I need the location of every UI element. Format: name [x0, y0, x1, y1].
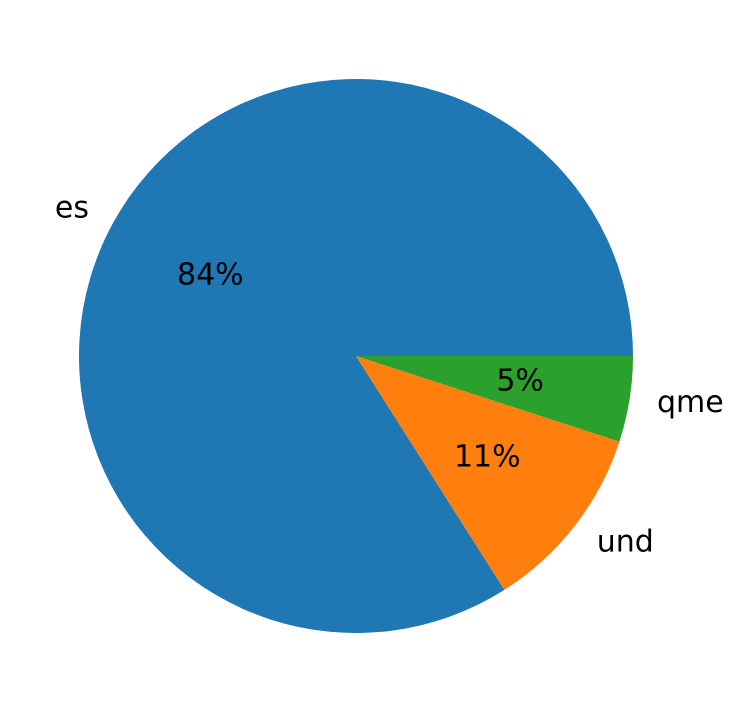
- percent-label: 5%: [496, 363, 544, 398]
- slice-label: und: [597, 524, 654, 559]
- pie-slice: [356, 356, 620, 590]
- pie-slice: [356, 356, 633, 442]
- slice-label: qme: [657, 385, 724, 420]
- percent-label: 84%: [177, 257, 244, 292]
- slice-label: es: [55, 191, 89, 226]
- percent-label: 11%: [454, 439, 521, 474]
